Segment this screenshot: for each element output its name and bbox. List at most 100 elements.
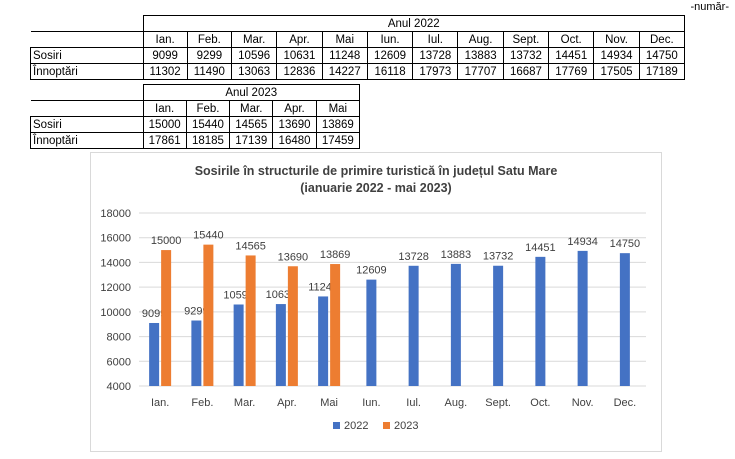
table-cell: 13063 <box>230 63 278 80</box>
table-cell: 14451 <box>548 47 595 64</box>
month-header: Sept. <box>502 31 550 48</box>
table-cell: 13869 <box>315 116 361 133</box>
legend-swatch-2022 <box>333 422 340 429</box>
table-cell: 9099 <box>142 47 188 64</box>
bar-2022 <box>408 265 419 386</box>
bar-2022 <box>366 279 377 386</box>
month-header: Nov. <box>593 31 640 48</box>
month-header: Mai <box>321 31 368 48</box>
x-tick-label: Sept. <box>485 397 511 409</box>
table-cell: 15000 <box>142 116 187 133</box>
y-tick-label: 4000 <box>107 381 131 393</box>
table-cell: 13883 <box>457 47 504 64</box>
table-2023: Anul 2023 Ian. Feb. Mar. Apr. Mai Sosiri 15000 1… <box>30 84 361 149</box>
table-cell: 17769 <box>548 63 595 80</box>
data-label-2023: 15440 <box>193 230 224 242</box>
data-label-2022: 14934 <box>567 236 598 248</box>
bar-chart: Sosirile în structurile de primire turis… <box>100 164 646 432</box>
bar-2022 <box>318 296 329 386</box>
chart-area: Sosirile în structurile de primire turis… <box>90 152 662 452</box>
x-tick-label: Feb. <box>191 397 213 409</box>
month-header: Ian. <box>142 100 187 117</box>
bar-2022 <box>149 322 160 386</box>
table-cell: 13690 <box>272 116 317 133</box>
table-row: Sosiri 9099 9299 10596 10631 11248 12609 13728 1… <box>30 47 686 64</box>
corner-blank <box>30 15 144 32</box>
x-tick-label: Mai <box>320 397 338 409</box>
table-cell: 16480 <box>272 132 317 149</box>
table-cell: 14750 <box>638 47 686 64</box>
bar-2023 <box>330 264 341 386</box>
data-label-2023: 14565 <box>235 240 266 252</box>
table-cell: 11490 <box>186 63 233 80</box>
x-tick-label: Iun. <box>362 397 380 409</box>
bar-2022 <box>191 320 202 386</box>
data-label-2022: 9099 <box>142 308 166 320</box>
month-header: Iun. <box>366 31 414 48</box>
table-cell: 14565 <box>229 116 274 133</box>
table-cell: 11302 <box>142 63 188 80</box>
bar-2022 <box>535 256 546 386</box>
table-cell: 10596 <box>230 47 278 64</box>
month-header: Feb. <box>186 31 233 48</box>
x-tick-label: Mar. <box>234 397 255 409</box>
table-cell: 13732 <box>502 47 550 64</box>
bar-2022 <box>493 265 504 386</box>
table-cell: 17973 <box>412 63 459 80</box>
bar-2022 <box>619 253 630 386</box>
year-header: Anul 2022 <box>142 15 685 32</box>
table-row: Sosiri 15000 15440 14565 13690 13869 <box>30 116 361 133</box>
table-cell: 17505 <box>593 63 640 80</box>
month-header: Mar. <box>229 100 274 117</box>
data-label-2022: 14750 <box>610 238 641 250</box>
row-label: Înnoptări <box>30 132 144 149</box>
x-tick-label: Dec. <box>614 397 637 409</box>
month-header: Apr. <box>276 31 323 48</box>
table-cell: 9299 <box>186 47 233 64</box>
table-cell: 17707 <box>457 63 504 80</box>
x-tick-label: Oct. <box>530 397 550 409</box>
month-header: Feb. <box>185 100 231 117</box>
table-cell: 17459 <box>315 132 361 149</box>
table-cell: 10631 <box>276 47 323 64</box>
month-header: Dec. <box>638 31 686 48</box>
table-cell: 16118 <box>366 63 414 80</box>
bar-2022 <box>233 304 244 386</box>
table-2022: Anul 2022 Ian. Feb. Mar. Apr. Mai Iun. Iul. Aug.… <box>30 15 686 80</box>
table-row: Înnoptări 11302 11490 13063 12836 14227 16118 1… <box>30 63 686 80</box>
month-header: Oct. <box>548 31 595 48</box>
y-tick-label: 6000 <box>107 356 131 368</box>
month-header: Mar. <box>230 31 278 48</box>
y-tick-label: 16000 <box>100 233 131 245</box>
data-label-2022: 12609 <box>356 265 387 277</box>
corner-blank <box>30 84 144 101</box>
y-tick-label: 18000 <box>100 208 131 220</box>
y-tick-label: 8000 <box>107 332 131 344</box>
chart-title: Sosirile în structurile de primire turis… <box>195 164 558 178</box>
month-header: Iul. <box>412 31 459 48</box>
bar-2022 <box>450 263 461 386</box>
data-label-2023: 13869 <box>320 249 351 261</box>
table-cell: 17189 <box>638 63 686 80</box>
x-tick-label: Nov. <box>572 397 594 409</box>
y-tick-label: 10000 <box>100 307 131 319</box>
month-header: Apr. <box>272 100 317 117</box>
month-header: Mai <box>315 100 361 117</box>
bar-2022 <box>275 304 286 386</box>
row-label: Înnoptări <box>30 63 144 80</box>
table-cell: 18185 <box>185 132 231 149</box>
table-cell: 14227 <box>321 63 368 80</box>
year-header: Anul 2023 <box>142 84 360 101</box>
data-label-2022: 13728 <box>398 251 429 263</box>
table-cell: 11248 <box>321 47 368 64</box>
corner-blank <box>30 31 144 48</box>
x-tick-label: Iul. <box>406 397 421 409</box>
y-tick-label: 14000 <box>100 257 131 269</box>
table-cell: 12836 <box>276 63 323 80</box>
data-label-2022: 13732 <box>483 251 514 263</box>
row-label: Sosiri <box>30 116 144 133</box>
bar-2023 <box>203 244 214 386</box>
y-tick-label: 12000 <box>100 282 131 294</box>
month-header: Ian. <box>142 31 188 48</box>
bar-2023 <box>161 250 172 386</box>
